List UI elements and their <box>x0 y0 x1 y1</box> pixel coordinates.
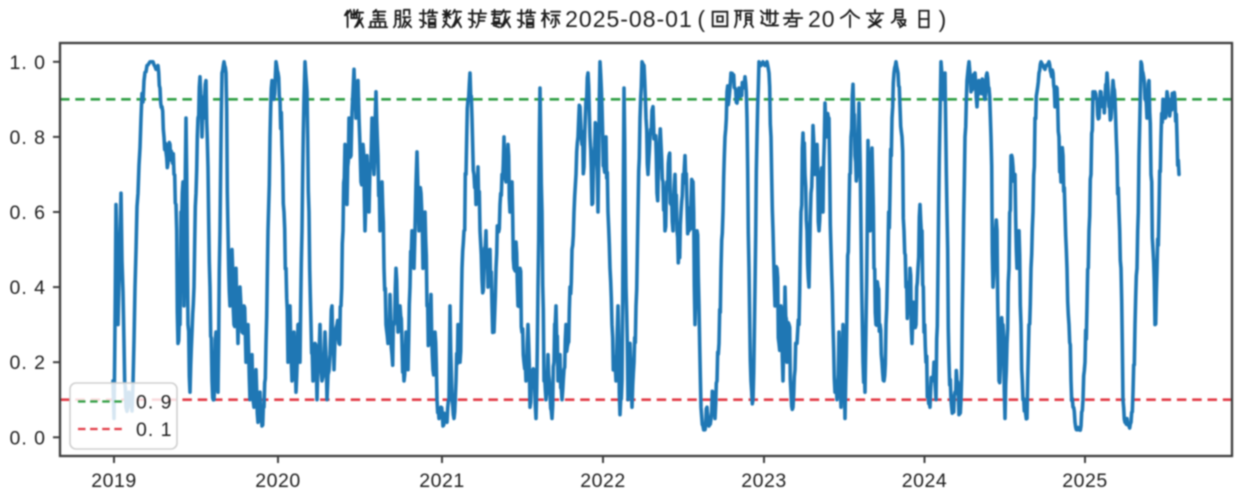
svg-text:0. 8: 0. 8 <box>9 127 46 149</box>
svg-text:0. 4: 0. 4 <box>9 277 46 299</box>
svg-text:0. 6: 0. 6 <box>9 202 46 224</box>
svg-text:1. 0: 1. 0 <box>9 52 46 74</box>
svg-text:2019: 2019 <box>91 470 136 492</box>
svg-text:2021: 2021 <box>419 470 464 492</box>
svg-text:2022: 2022 <box>580 470 625 492</box>
svg-text:2024: 2024 <box>902 470 947 492</box>
svg-text:0. 1: 0. 1 <box>136 419 173 441</box>
svg-text:2025: 2025 <box>1062 470 1107 492</box>
svg-text:0. 0: 0. 0 <box>9 427 46 449</box>
svg-text:0. 2: 0. 2 <box>9 352 46 374</box>
svg-text:2023: 2023 <box>741 470 786 492</box>
svg-text:0. 9: 0. 9 <box>136 392 173 414</box>
svg-text:2020: 2020 <box>255 470 300 492</box>
